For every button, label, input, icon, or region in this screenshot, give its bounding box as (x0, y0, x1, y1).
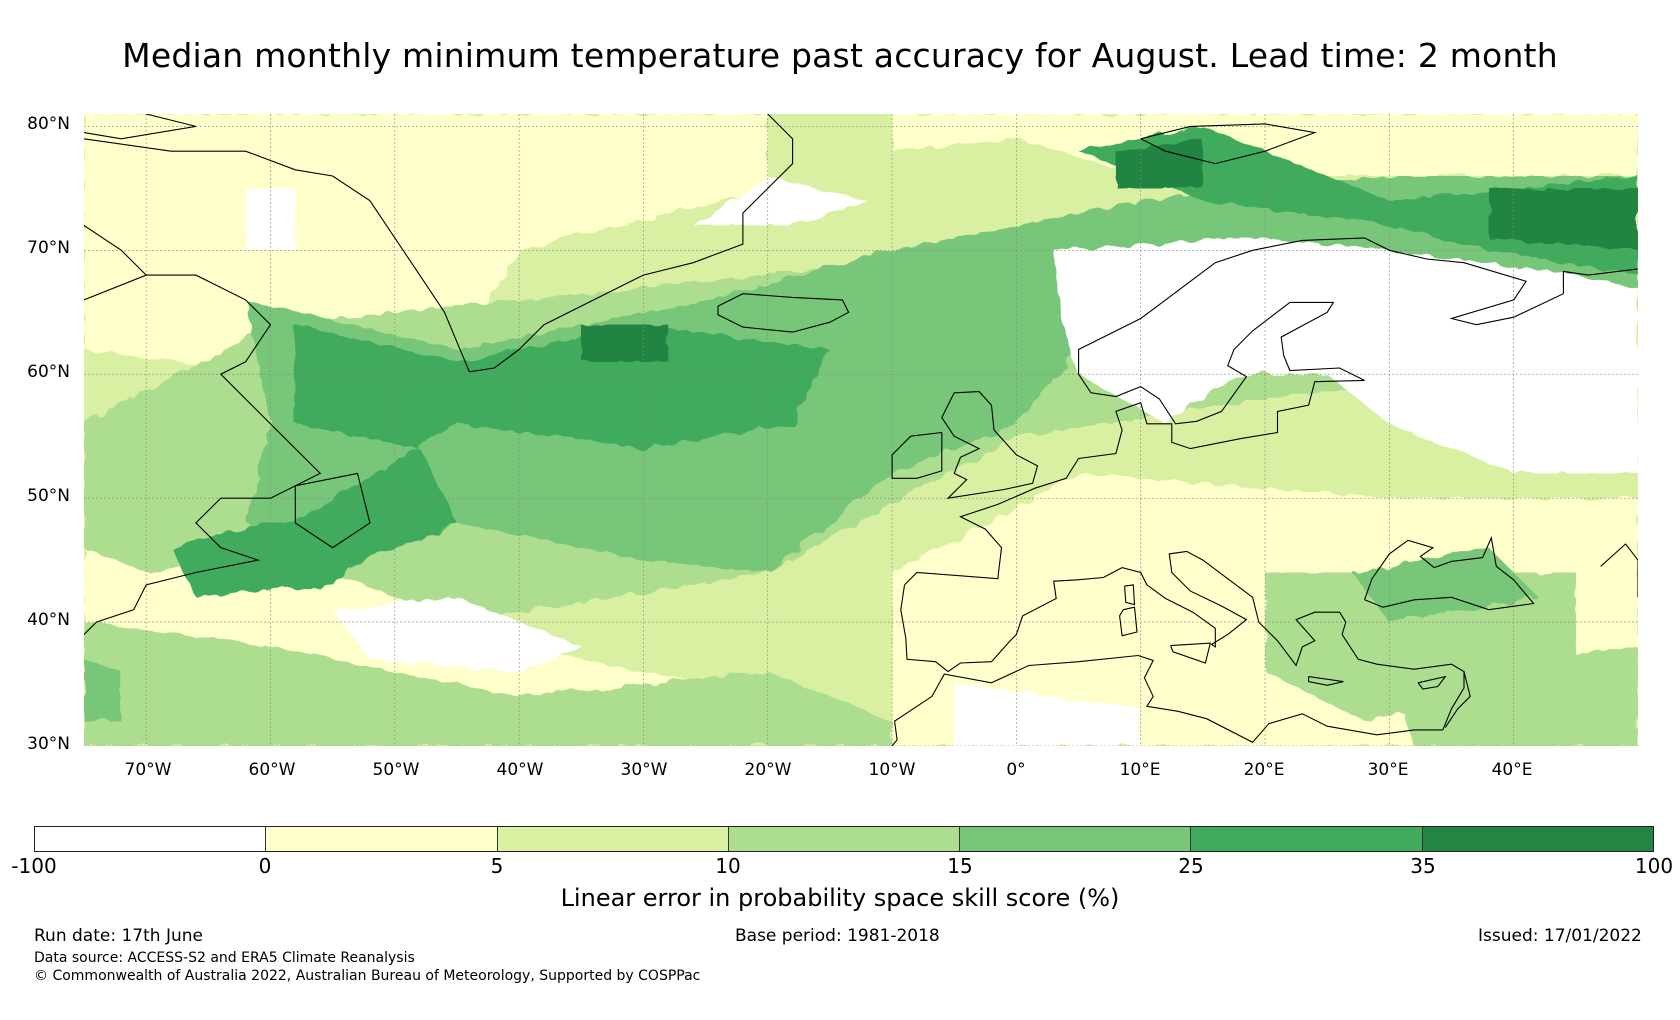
crete-coast (1308, 676, 1344, 686)
ellesmere-coast (84, 114, 197, 140)
europe-north-coast (904, 237, 1638, 586)
north-africa-coast (891, 654, 1443, 746)
lon-label-10e: 10°E (1119, 760, 1161, 780)
issued-date: Issued: 17/01/2022 (1478, 926, 1642, 946)
graticule (84, 114, 1638, 746)
skill-region (693, 176, 868, 226)
colorbar-segment (1191, 827, 1423, 851)
data-source: Data source: ACCESS-S2 and ERA5 Climate … (34, 950, 415, 966)
lon-label-30w: 30°W (620, 760, 668, 780)
skill-region (1053, 237, 1638, 474)
lon-label-20e: 20°E (1243, 760, 1285, 780)
lon-label-10w: 10°W (868, 760, 916, 780)
skill-region (1115, 138, 1203, 189)
colorbar-segment (960, 827, 1192, 851)
lon-label-30e: 30°E (1367, 760, 1409, 780)
lon-label-70w: 70°W (124, 760, 172, 780)
svalbard-coast (1140, 123, 1317, 165)
cyprus-coast (1417, 675, 1447, 690)
base-period: Base period: 1981-2018 (735, 926, 940, 946)
colorbar-tick: 35 (1410, 854, 1436, 878)
colorbar-label: Linear error in probability space skill … (560, 884, 1120, 912)
skill-region (581, 324, 669, 362)
colorbar-segment (728, 827, 961, 851)
skill-map (84, 114, 1638, 746)
copyright: © Commonwealth of Australia 2022, Austra… (34, 968, 701, 984)
skill-region (171, 522, 370, 598)
colorbar (34, 826, 1654, 852)
iceland-coast (717, 293, 850, 333)
greenland-coast (84, 114, 794, 373)
colorbar-tick: 5 (490, 854, 504, 878)
colorbar-segment (266, 827, 498, 851)
caspian-coast (1600, 543, 1638, 598)
lon-label-20w: 20°W (744, 760, 792, 780)
colorbar-tick: -100 (11, 854, 57, 878)
skill-region (1389, 646, 1638, 746)
chart-title: Median monthly minimum temperature past … (122, 36, 1558, 75)
colorbar-segment (1422, 827, 1653, 851)
lon-label-40w: 40°W (496, 760, 544, 780)
lat-label-60n: 60°N (27, 362, 70, 382)
run-date: Run date: 17th June (34, 926, 203, 946)
sicily-coast (1170, 642, 1212, 664)
ireland-coast (891, 431, 943, 479)
newfoundland-coast (294, 472, 371, 549)
colorbar-tick: 100 (1634, 854, 1674, 878)
colorbar-segment (35, 827, 267, 851)
lon-label-50w: 50°W (372, 760, 420, 780)
skill-region (208, 324, 830, 573)
colorbar-segment (497, 827, 729, 851)
corsica-coast (1124, 584, 1136, 606)
skill-region (954, 684, 1141, 746)
lon-label-60w: 60°W (248, 760, 296, 780)
lon-label-0: 0° (1006, 760, 1026, 780)
skill-region (892, 114, 1638, 176)
lat-label-40n: 40°N (27, 610, 70, 630)
coastlines (84, 114, 1638, 746)
colorbar-tick: 25 (1178, 854, 1204, 878)
skill-region (84, 622, 893, 746)
skill-region (84, 659, 122, 722)
skill-region (1488, 188, 1638, 251)
colorbar-tick: 10 (715, 854, 741, 878)
europe-mediterranean-coast (900, 550, 1465, 731)
lat-label-80n: 80°N (27, 114, 70, 134)
map-panel (84, 114, 1638, 746)
sardinia-coast (1119, 606, 1138, 637)
lat-label-30n: 30°N (27, 734, 70, 754)
colorbar-tick: 0 (258, 854, 272, 878)
black-sea-coast (1363, 535, 1535, 611)
lat-label-70n: 70°N (27, 238, 70, 258)
levant-coast (1444, 671, 1471, 728)
great-britain-coast (941, 391, 1039, 500)
lat-label-50n: 50°N (27, 486, 70, 506)
skill-field (84, 114, 1638, 746)
colorbar-tick: 15 (947, 854, 973, 878)
lon-label-40e: 40°E (1491, 760, 1533, 780)
baffin-coast (84, 225, 147, 276)
